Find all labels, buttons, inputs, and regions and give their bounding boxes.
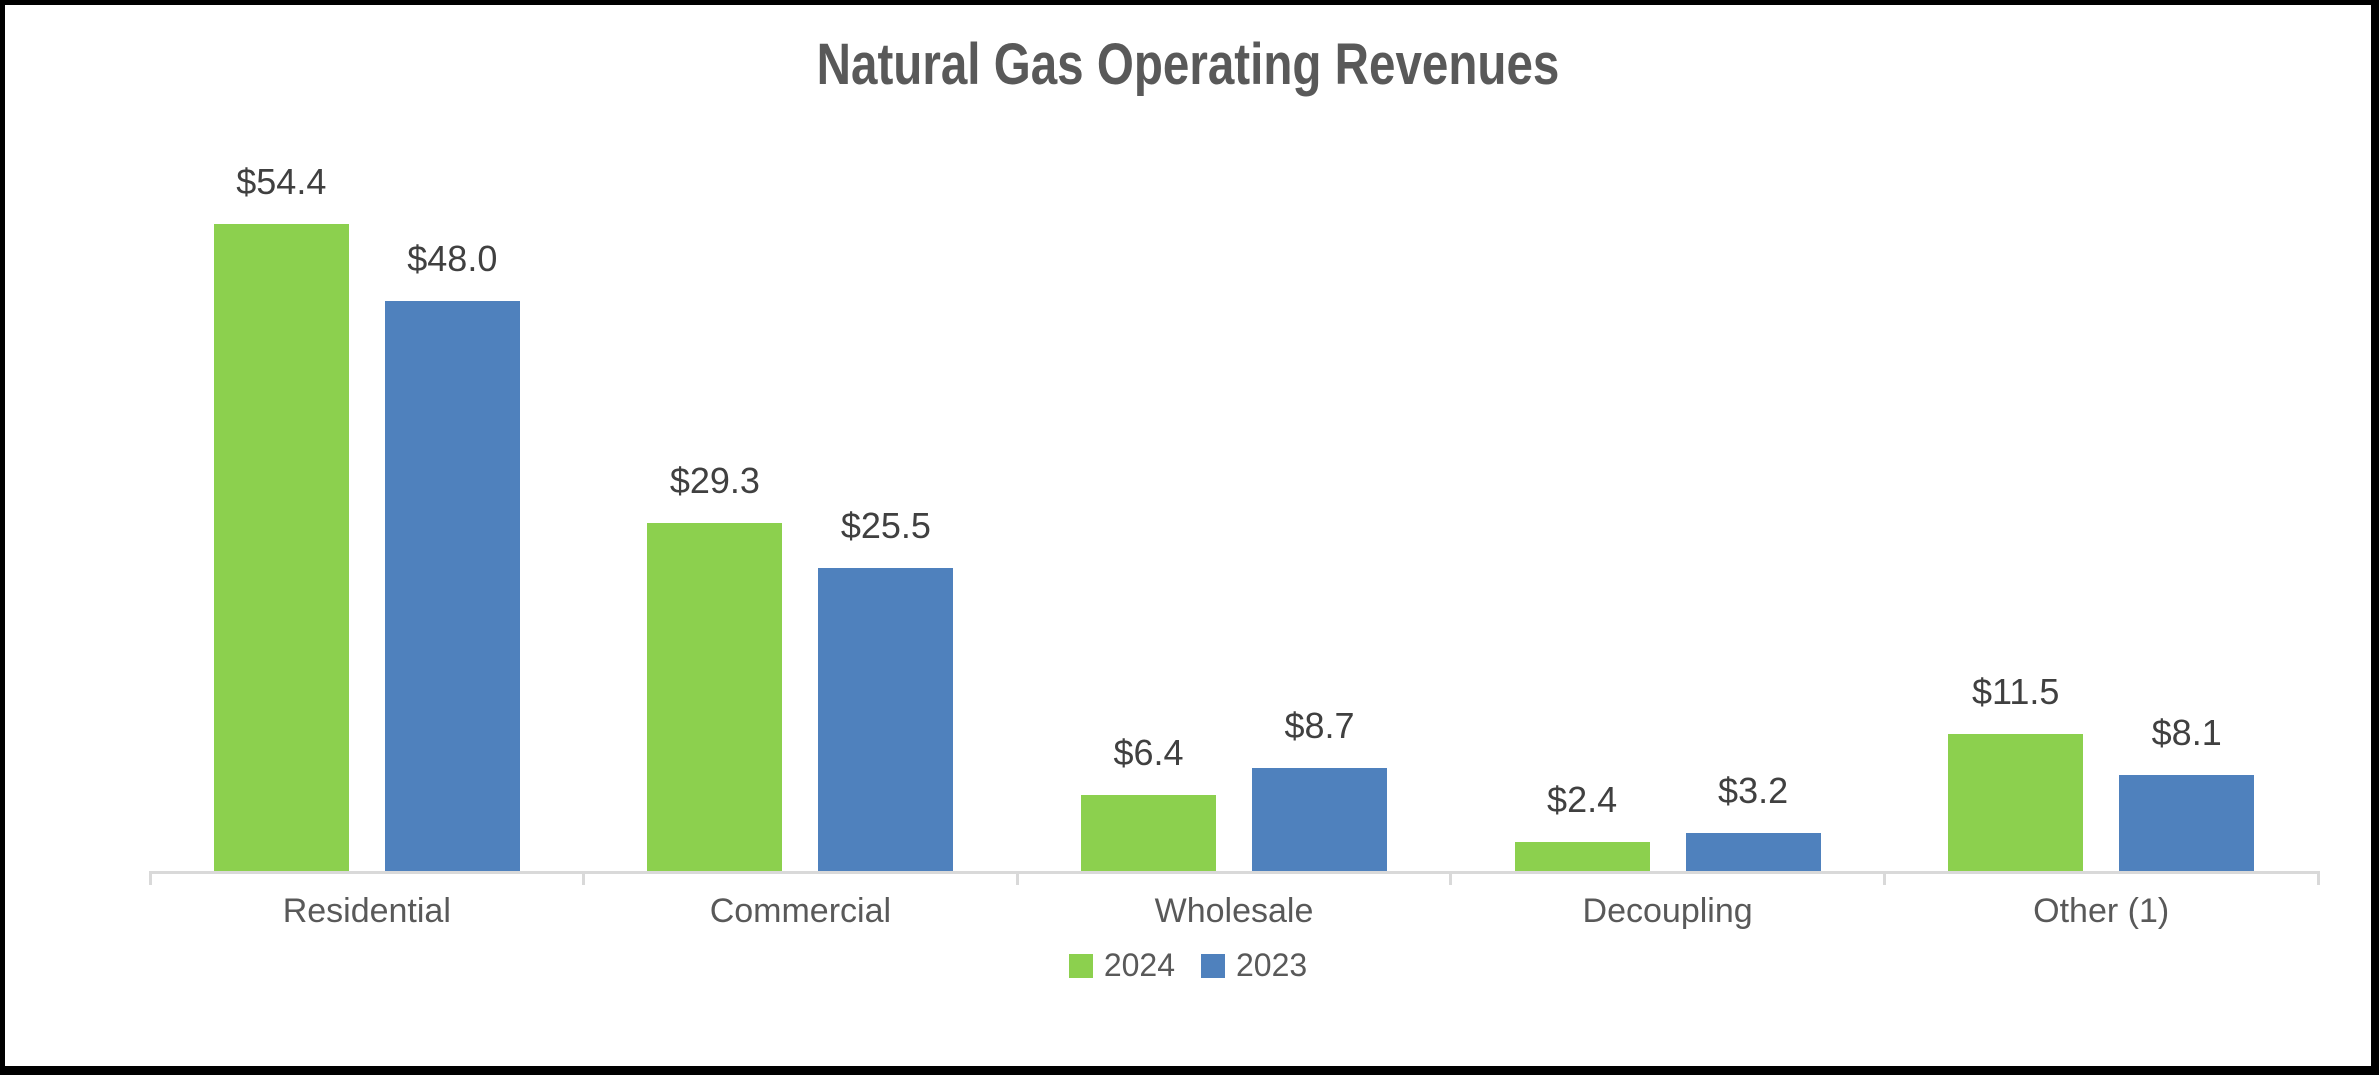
legend-item-2023: 2023 bbox=[1201, 947, 1307, 984]
bar-2024-residential bbox=[213, 224, 349, 871]
axis-tick bbox=[2316, 871, 2320, 885]
legend-swatch-2023 bbox=[1201, 953, 1225, 978]
axis-tick bbox=[1449, 871, 1453, 885]
value-label-2023-wholesale: $8.7 bbox=[1284, 704, 1355, 746]
bar-2023-decoupling bbox=[1685, 832, 1821, 871]
chart-title: Natural Gas Operating Revenues bbox=[816, 32, 1560, 97]
legend-label-2023: 2023 bbox=[1236, 947, 1308, 983]
legend-label-2024: 2024 bbox=[1103, 947, 1175, 983]
axis-tick bbox=[1015, 871, 1019, 885]
x-axis bbox=[148, 871, 2320, 889]
category-label-residential: Residential bbox=[282, 892, 451, 930]
bar-2024-wholesale bbox=[1081, 794, 1216, 871]
x-axis-line bbox=[150, 871, 2318, 874]
legend-swatch-2024 bbox=[1068, 953, 1093, 978]
bar-2023-other-1 bbox=[2119, 774, 2255, 871]
plot-area: $54.4 $48.0 $29.3 $25.5 $6.4 $8.7 $2.4 $3.2 $11.… bbox=[150, 5, 2318, 871]
category-label-commercial: Commercial bbox=[709, 892, 892, 930]
bar-2023-commercial bbox=[818, 567, 954, 871]
value-label-2024-wholesale: $6.4 bbox=[1113, 731, 1184, 773]
bar-2023-wholesale bbox=[1252, 767, 1387, 871]
value-label-2023-residential: $48.0 bbox=[407, 237, 498, 279]
bar-2024-commercial bbox=[647, 522, 783, 871]
value-label-2024-decoupling: $2.4 bbox=[1547, 779, 1618, 821]
legend: 2024 2023 bbox=[5, 947, 2371, 984]
bar-2023-residential bbox=[384, 300, 520, 871]
axis-tick bbox=[582, 871, 586, 885]
axis-tick bbox=[1882, 871, 1886, 885]
category-axis-labels: Residential Commercial Wholesale Decoupling… bbox=[150, 889, 2318, 935]
category-label-other-1: Other (1) bbox=[2033, 892, 2170, 930]
value-label-2024-other-1: $11.5 bbox=[1971, 671, 2060, 713]
axis-tick bbox=[148, 871, 152, 885]
value-label-2023-other-1: $8.1 bbox=[2151, 711, 2222, 753]
value-label-2024-commercial: $29.3 bbox=[669, 459, 760, 501]
category-label-decoupling: Decoupling bbox=[1582, 892, 1753, 930]
value-label-2024-residential: $54.4 bbox=[236, 161, 327, 203]
value-label-2023-commercial: $25.5 bbox=[840, 504, 931, 546]
bar-2024-decoupling bbox=[1514, 842, 1650, 871]
bar-2024-other-1 bbox=[1948, 734, 2084, 871]
legend-item-2024: 2024 bbox=[1068, 947, 1175, 984]
value-label-2023-decoupling: $3.2 bbox=[1718, 769, 1789, 811]
category-label-wholesale: Wholesale bbox=[1154, 892, 1314, 930]
